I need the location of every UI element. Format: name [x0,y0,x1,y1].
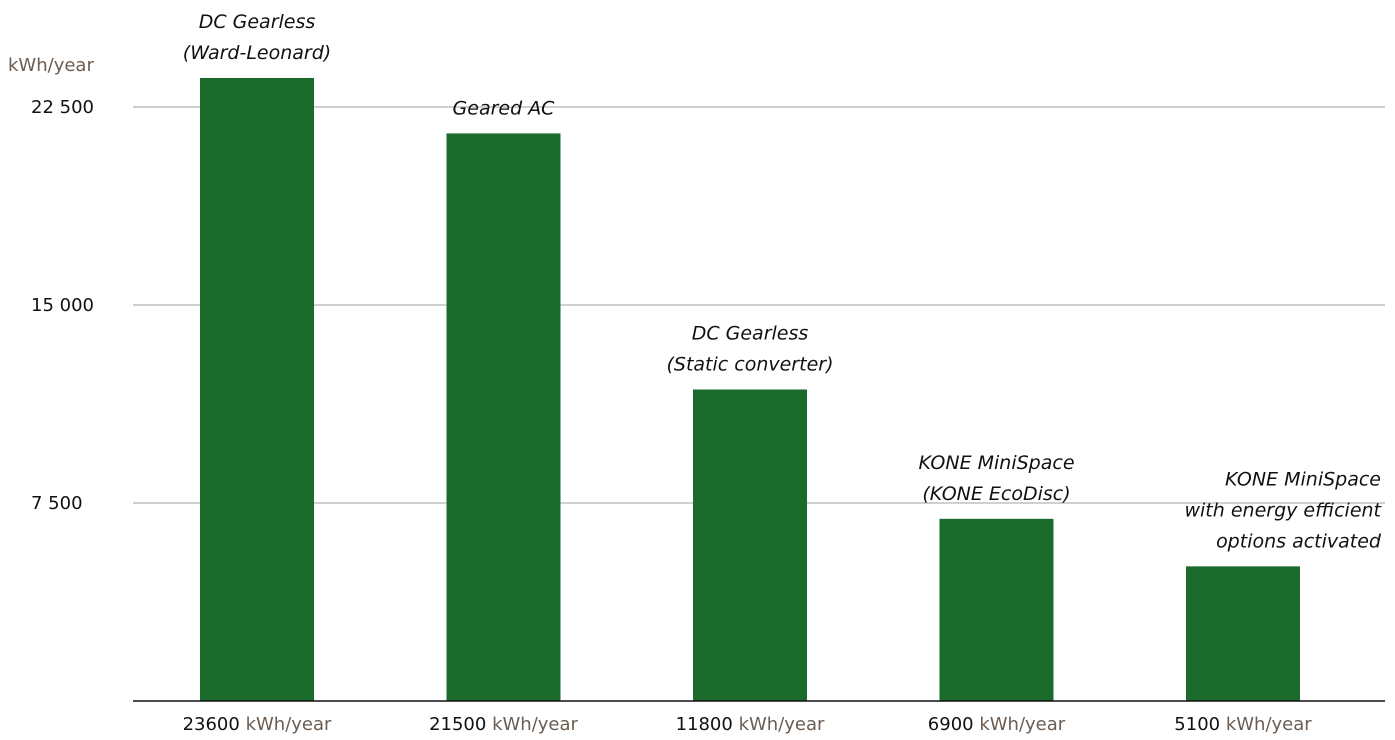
category-label: (KONE EcoDisc) [922,483,1070,505]
bar [939,518,1054,701]
value-unit: kWh/year [246,714,332,735]
value-unit: kWh/year [1226,714,1312,735]
value-labels: 23600 kWh/year 21500 kWh/year 11800 kWh/ye… [183,714,1313,735]
value-number: 11800 [676,714,739,735]
value-label: 6900 kWh/year [928,714,1066,735]
value-label: 11800 kWh/year [676,714,825,735]
value-label: 21500 kWh/year [429,714,578,735]
category-label: KONE MiniSpace [918,452,1074,474]
y-tick-label: 22 500 [31,97,94,118]
y-tick-label: 7 500 [31,493,83,514]
category-label: options activated [1216,530,1382,552]
value-unit: kWh/year [979,714,1065,735]
value-label: 5100 kWh/year [1174,714,1312,735]
bar [446,133,561,701]
bars [200,77,1300,701]
y-tick-label: 15 000 [31,295,94,316]
y-axis-ticks: 7 500 15 000 22 500 [31,97,94,514]
category-labels: DC Gearless (Ward-Leonard) Geared AC DC Gea… [183,11,1383,552]
category-label: DC Gearless [692,322,809,344]
category-label: (Ward-Leonard) [183,42,331,64]
bar [693,389,807,701]
value-number: 21500 [429,714,492,735]
y-axis-unit-label: kWh/year [8,55,94,76]
category-label: Geared AC [453,97,556,119]
value-number: 5100 [1174,714,1226,735]
value-label: 23600 kWh/year [183,714,332,735]
category-label: DC Gearless [199,11,316,33]
category-label: with energy efficient [1184,499,1382,521]
bar [200,77,314,701]
value-number: 6900 [928,714,980,735]
bar [1186,566,1300,701]
value-unit: kWh/year [739,714,825,735]
value-unit: kWh/year [492,714,578,735]
category-label: KONE MiniSpace [1225,468,1381,490]
value-number: 23600 [183,714,246,735]
category-label: (Static converter) [666,353,833,375]
